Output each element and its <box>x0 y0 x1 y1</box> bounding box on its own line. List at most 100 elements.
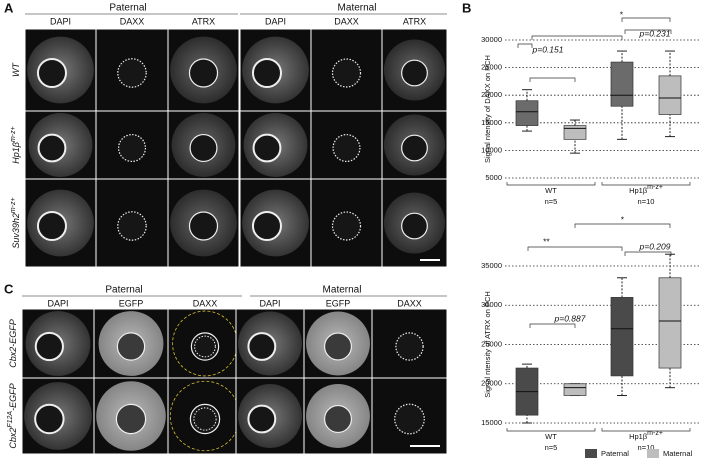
nucleus <box>190 332 220 361</box>
row-label: WT <box>11 62 21 77</box>
column-header: DAXX <box>334 16 359 26</box>
nucleus <box>117 133 147 163</box>
group-label: WT <box>545 432 557 441</box>
group-label-main: Hp1β <box>629 186 648 195</box>
nucleus <box>247 332 277 361</box>
nucleus <box>189 403 221 435</box>
group-n: n=5 <box>545 443 558 452</box>
annotation: p=0.887 <box>554 313 586 323</box>
column-header: EGFP <box>326 298 351 308</box>
group-header: Paternal <box>105 285 142 296</box>
group-header: Maternal <box>338 3 377 14</box>
column-header: ATRX <box>192 16 215 26</box>
column-header: DAXX <box>120 16 145 26</box>
row-label-sup: m-z+ <box>10 126 17 142</box>
y-tick-label: 10000 <box>481 145 502 154</box>
row-label-sup: m-z+ <box>10 197 17 213</box>
column-header: DAXX <box>397 298 422 308</box>
group-n: n=10 <box>638 443 655 452</box>
nucleus <box>394 403 425 435</box>
group-bracket <box>506 182 596 186</box>
significance-bracket <box>621 17 671 22</box>
nucleus <box>401 134 428 162</box>
group-label: Hp1βm-z+ <box>629 184 663 195</box>
row-label-suffix: -EGFP <box>8 383 18 411</box>
box <box>658 277 682 369</box>
group-bracket <box>601 182 691 186</box>
group-n: n=10 <box>638 197 655 206</box>
column-header: DAPI <box>259 298 280 308</box>
significance-bracket <box>529 77 576 82</box>
group-label-main: WT <box>545 186 557 195</box>
group-label-main: WT <box>545 432 557 441</box>
nucleus <box>193 407 217 431</box>
nucleus <box>401 212 428 240</box>
column-header: EGFP <box>119 298 144 308</box>
box <box>563 125 587 140</box>
box <box>610 297 634 377</box>
group-bracket <box>506 428 596 432</box>
nucleus <box>251 210 282 242</box>
nucleus <box>331 58 362 88</box>
significance-bracket <box>527 246 623 251</box>
nucleus <box>251 57 282 89</box>
y-tick-label: 25000 <box>481 63 502 72</box>
legend-label: Maternal <box>663 449 693 458</box>
legend-swatch <box>647 449 659 458</box>
group-n: n=5 <box>545 197 558 206</box>
y-axis-title: Signal ntensity of ATRX on PCH <box>483 291 492 398</box>
legend-swatch <box>585 449 597 458</box>
y-tick-label: 25000 <box>481 339 502 348</box>
annotation: p=0.151 <box>532 44 564 54</box>
nucleus <box>37 133 67 163</box>
significance-bracket <box>624 251 672 256</box>
group-label-sup: m-z+ <box>647 184 663 191</box>
y-tick-label: 30000 <box>481 35 502 44</box>
nucleus <box>323 332 353 361</box>
y-tick-label: 30000 <box>481 300 502 309</box>
nucleus <box>117 211 147 241</box>
y-tick-label: 15000 <box>481 418 502 427</box>
column-header: ATRX <box>403 16 426 26</box>
y-tick-label: 20000 <box>481 379 502 388</box>
nucleus <box>36 210 67 242</box>
row-label-main: Cbx2-EGFP <box>8 319 18 368</box>
group-label-sup: m-z+ <box>647 430 663 437</box>
nucleus <box>34 403 65 435</box>
box <box>658 75 682 115</box>
row-label: Cbx2F12A-EGFP <box>7 383 19 448</box>
significance-bracket <box>624 29 672 34</box>
nucleus <box>189 133 218 163</box>
box <box>563 383 587 396</box>
nucleus <box>117 58 147 88</box>
row-label-main: Suv39h2 <box>11 213 21 249</box>
box <box>515 100 539 126</box>
column-header: DAPI <box>47 298 68 308</box>
nucleus <box>36 57 67 89</box>
group-label: Hp1βm-z+ <box>629 430 663 441</box>
box <box>610 61 634 107</box>
group-bracket <box>601 428 691 432</box>
significance-bracket <box>517 43 533 48</box>
significance-bracket <box>531 35 623 40</box>
nucleus <box>252 133 282 163</box>
panel-label: C <box>4 281 14 296</box>
nucleus <box>115 403 147 435</box>
y-axis-title: Signal ntensity of DAXX on PCH <box>483 55 492 163</box>
legend-label: Paternal <box>601 449 629 458</box>
group-label-main: Hp1β <box>629 432 648 441</box>
annotation: p=0.231 <box>639 28 671 38</box>
row-label: Hp1βm-z+ <box>10 126 22 163</box>
column-header: DAPI <box>265 16 286 26</box>
nucleus <box>116 332 146 361</box>
column-header: DAPI <box>50 16 71 26</box>
significance-bracket <box>574 223 671 228</box>
row-label-main: Cbx2 <box>8 428 18 449</box>
row-label-main: Hp1β <box>11 142 21 164</box>
annotation: * <box>620 214 624 224</box>
row-label-main: WT <box>11 62 21 77</box>
row-label: Cbx2-EGFP <box>8 319 18 368</box>
row-label-sup: F12A <box>7 411 14 428</box>
nucleus <box>188 58 219 88</box>
